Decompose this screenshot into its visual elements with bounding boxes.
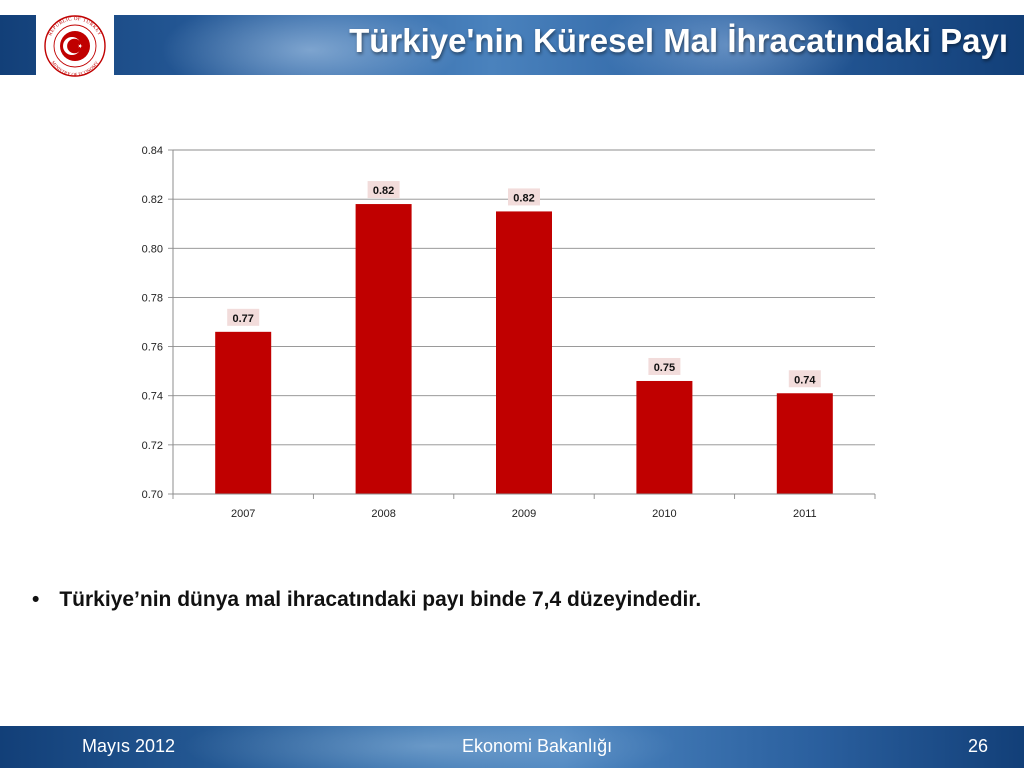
bar-2007	[215, 331, 272, 494]
ministry-logo: REPUBLIC OF TURKEY MINISTRY OF ECONOMY	[36, 15, 114, 77]
y-tick-label: 0.80	[142, 243, 163, 255]
y-tick-label: 0.70	[142, 489, 163, 501]
y-tick-label: 0.72	[142, 440, 163, 452]
data-label-2010: 0.75	[654, 362, 675, 374]
bars	[215, 204, 833, 495]
slide-title: Türkiye'nin Küresel Mal İhracatındaki Pa…	[349, 22, 1008, 59]
bar-2009	[496, 211, 552, 494]
footer-ministry: Ekonomi Bakanlığı	[462, 736, 613, 756]
y-tick-label: 0.84	[142, 145, 163, 157]
footer-bar: Mayıs 2012 Ekonomi Bakanlığı 26	[0, 726, 1024, 768]
x-tick-label-2011: 2011	[793, 508, 817, 520]
axes: 0.70 0.72 0.74 0.76 0.78 0.80 0.82 0.84 2007 2008…	[142, 145, 876, 520]
data-label-2011: 0.74	[794, 374, 816, 386]
bar-chart-svg: 0.70 0.72 0.74 0.76 0.78 0.80 0.82 0.84 2007 2008…	[142, 145, 876, 520]
banner-highlight	[160, 15, 460, 75]
data-label-bg	[648, 357, 681, 375]
banner-highlight	[600, 15, 860, 75]
x-tick-label-2008: 2008	[371, 508, 395, 520]
data-label-bg	[788, 370, 821, 388]
bar-chart: 0.70 0.72 0.74 0.76 0.78 0.80 0.82 0.84 2007 2008…	[142, 145, 876, 520]
ministry-seal-icon: REPUBLIC OF TURKEY MINISTRY OF ECONOMY	[44, 15, 106, 77]
x-tick-label-2009: 2009	[512, 508, 536, 520]
x-tick-label-2010: 2010	[652, 508, 676, 520]
data-label-2008: 0.82	[373, 185, 394, 197]
bar-2011	[776, 393, 833, 494]
footer-date: Mayıs 2012	[82, 736, 176, 756]
bullet-text: Türkiye’nin dünya mal ihracatındaki payı…	[59, 588, 702, 611]
header-banner	[0, 15, 1024, 75]
y-tick-label: 0.78	[142, 292, 163, 304]
footer-highlight	[180, 726, 680, 768]
x-tick-label-2007: 2007	[231, 508, 255, 520]
y-tick-label: 0.82	[142, 194, 163, 206]
bar-2008	[355, 204, 412, 495]
bullet-marker: •	[32, 588, 40, 611]
data-label-2007: 0.77	[232, 313, 253, 325]
data-label-bg	[367, 181, 400, 199]
bar-2010	[636, 380, 693, 494]
y-tick-label: 0.76	[142, 342, 163, 354]
data-label-2009: 0.82	[513, 192, 534, 204]
data-label-bg	[508, 188, 540, 206]
bullet-point: • Türkiye’nin dünya mal ihracatındaki pa…	[32, 588, 701, 612]
data-label-bg	[227, 308, 260, 326]
y-tick-label: 0.74	[142, 391, 163, 403]
page-number: 26	[967, 736, 988, 756]
data-labels: 0.77 0.82 0.82 0.75 0.74	[227, 181, 821, 388]
